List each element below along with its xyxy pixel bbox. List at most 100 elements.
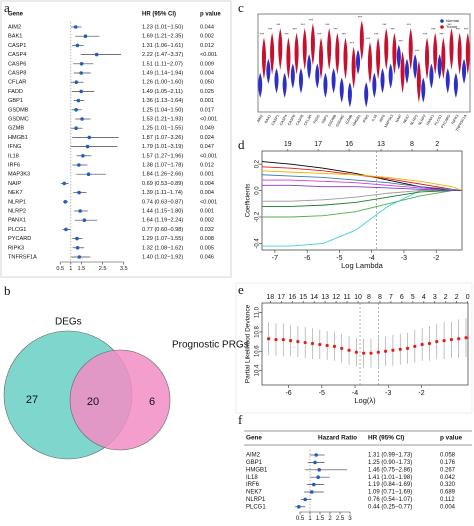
significance: *** (358, 15, 363, 19)
cv-point (310, 341, 315, 346)
top-tick-label: 7 (389, 294, 393, 301)
hr-label: 1.36 (1.13−1.64) (142, 98, 183, 104)
gene-label: GZMB (8, 126, 24, 132)
p-value: 0.002 (200, 34, 214, 40)
gene-label: NLRP1 (8, 199, 26, 205)
x-tick-label: NEK7 (402, 114, 410, 124)
gene-label: NLRP1 (246, 497, 266, 503)
hr-point (303, 497, 308, 502)
significance: *** (260, 32, 265, 36)
hr-point (316, 475, 321, 480)
p-value: 0.008 (200, 236, 214, 242)
top-tick-label: 2 (455, 294, 459, 301)
hr-label: 1.31 (1.06−1.61) (142, 43, 183, 49)
hr-label: 1.51 (1.11−2.07) (142, 61, 183, 67)
violin (416, 60, 421, 103)
panel-label: a (4, 0, 10, 15)
hr-point (94, 52, 99, 57)
cv-point (296, 339, 300, 344)
significance: *** (415, 49, 420, 53)
hr-label: 1.25 (1.04−1.50) (142, 107, 183, 113)
p-value: 0.112 (440, 497, 455, 503)
top-tick-label: 10 (354, 294, 362, 301)
violin (408, 28, 413, 70)
significance: *** (448, 23, 453, 27)
gene-label: NAIP (8, 181, 21, 187)
hr-point (82, 218, 87, 222)
hr-label: 1.84 (1.26−2.66) (142, 172, 183, 178)
top-tick-label: 19 (284, 141, 292, 148)
p-value: <0.001 (200, 153, 217, 159)
p-value: <0.001 (200, 199, 217, 205)
p-value: 0.689 (440, 490, 456, 496)
cv-point (435, 339, 439, 344)
x-tick-label: CASP8 (295, 114, 304, 126)
x-tick-label: -4 (369, 255, 375, 262)
violin (372, 72, 377, 98)
p-value: 0.001 (200, 98, 214, 104)
x-axis-label: Log Lambda (341, 261, 384, 270)
cv-point (449, 338, 453, 342)
x-tick-label: PANX1 (426, 114, 435, 126)
hr-label: 1.53 (1.21−1.93) (142, 116, 183, 122)
x-tick-label: CFLAR (303, 114, 313, 127)
hr-label: 1.79 (1.01−3.19) (142, 144, 183, 150)
gene-label: GSDMC (8, 116, 29, 122)
gene-label: GBP1 (8, 98, 23, 104)
column-header: HR (95% CI) (142, 12, 176, 18)
cv-point (274, 338, 278, 342)
cv-point (347, 348, 351, 352)
violin (266, 58, 271, 84)
gene-label: AIM2 (246, 453, 261, 459)
p-value: 0.176 (440, 460, 456, 466)
violin (465, 32, 470, 75)
y-tick-label: 11.0 (255, 306, 261, 318)
hr-point (63, 200, 68, 204)
gene-label: NEK7 (246, 490, 262, 496)
hr-point (314, 453, 319, 457)
gene-label: PLCG1 (8, 227, 26, 233)
x-tick-label: 2.5 (99, 266, 107, 272)
x-tick-label: 2.5 (336, 516, 345, 522)
violin (351, 46, 356, 89)
significance: *** (431, 28, 436, 32)
hr-label: 1.64 (1.19−2.24) (142, 218, 183, 224)
hr-point (73, 25, 78, 29)
x-tick-label: -2 (418, 390, 424, 397)
panel-frame (235, 282, 473, 414)
p-value: 0.004 (440, 504, 456, 510)
significance: *** (301, 23, 306, 27)
hr-label: 1.49 (1.14−1.94) (142, 70, 183, 76)
violin (274, 68, 279, 94)
gene-label: AIM2 (8, 24, 21, 30)
hr-point (74, 108, 78, 112)
gene-label: BAK1 (8, 34, 22, 40)
violin (258, 72, 263, 98)
violin (376, 37, 381, 80)
gene-label: IL18 (246, 475, 258, 481)
cv-point (332, 344, 337, 349)
hr-label: 0.76 (0.54−1.07) (368, 497, 412, 503)
gene-label: FADD (8, 89, 23, 95)
significance: *** (293, 28, 298, 32)
hr-point (80, 117, 84, 121)
hr-label: 1.29 (1.07−1.55) (142, 236, 183, 242)
x-tick-label: NLRP1 (409, 114, 418, 126)
cv-point (413, 344, 417, 349)
violin (331, 68, 336, 94)
hr-point (79, 62, 84, 66)
top-tick-label: 12 (332, 294, 340, 301)
p-value: 0.004 (200, 181, 214, 187)
x-tick-label: 2 (328, 516, 332, 522)
cv-point (340, 346, 344, 350)
cv-point (376, 350, 380, 354)
x-tick-label: 1 (69, 266, 72, 272)
x-tick-label: -5 (336, 255, 342, 262)
plot-frame (261, 302, 469, 386)
x-tick-label: PLCG1 (434, 114, 443, 126)
hr-label: 1.44 (1.15−1.80) (142, 208, 183, 214)
violin (302, 28, 307, 70)
legend-swatch (440, 19, 444, 23)
hr-point (75, 246, 80, 250)
significance: *** (390, 28, 395, 32)
